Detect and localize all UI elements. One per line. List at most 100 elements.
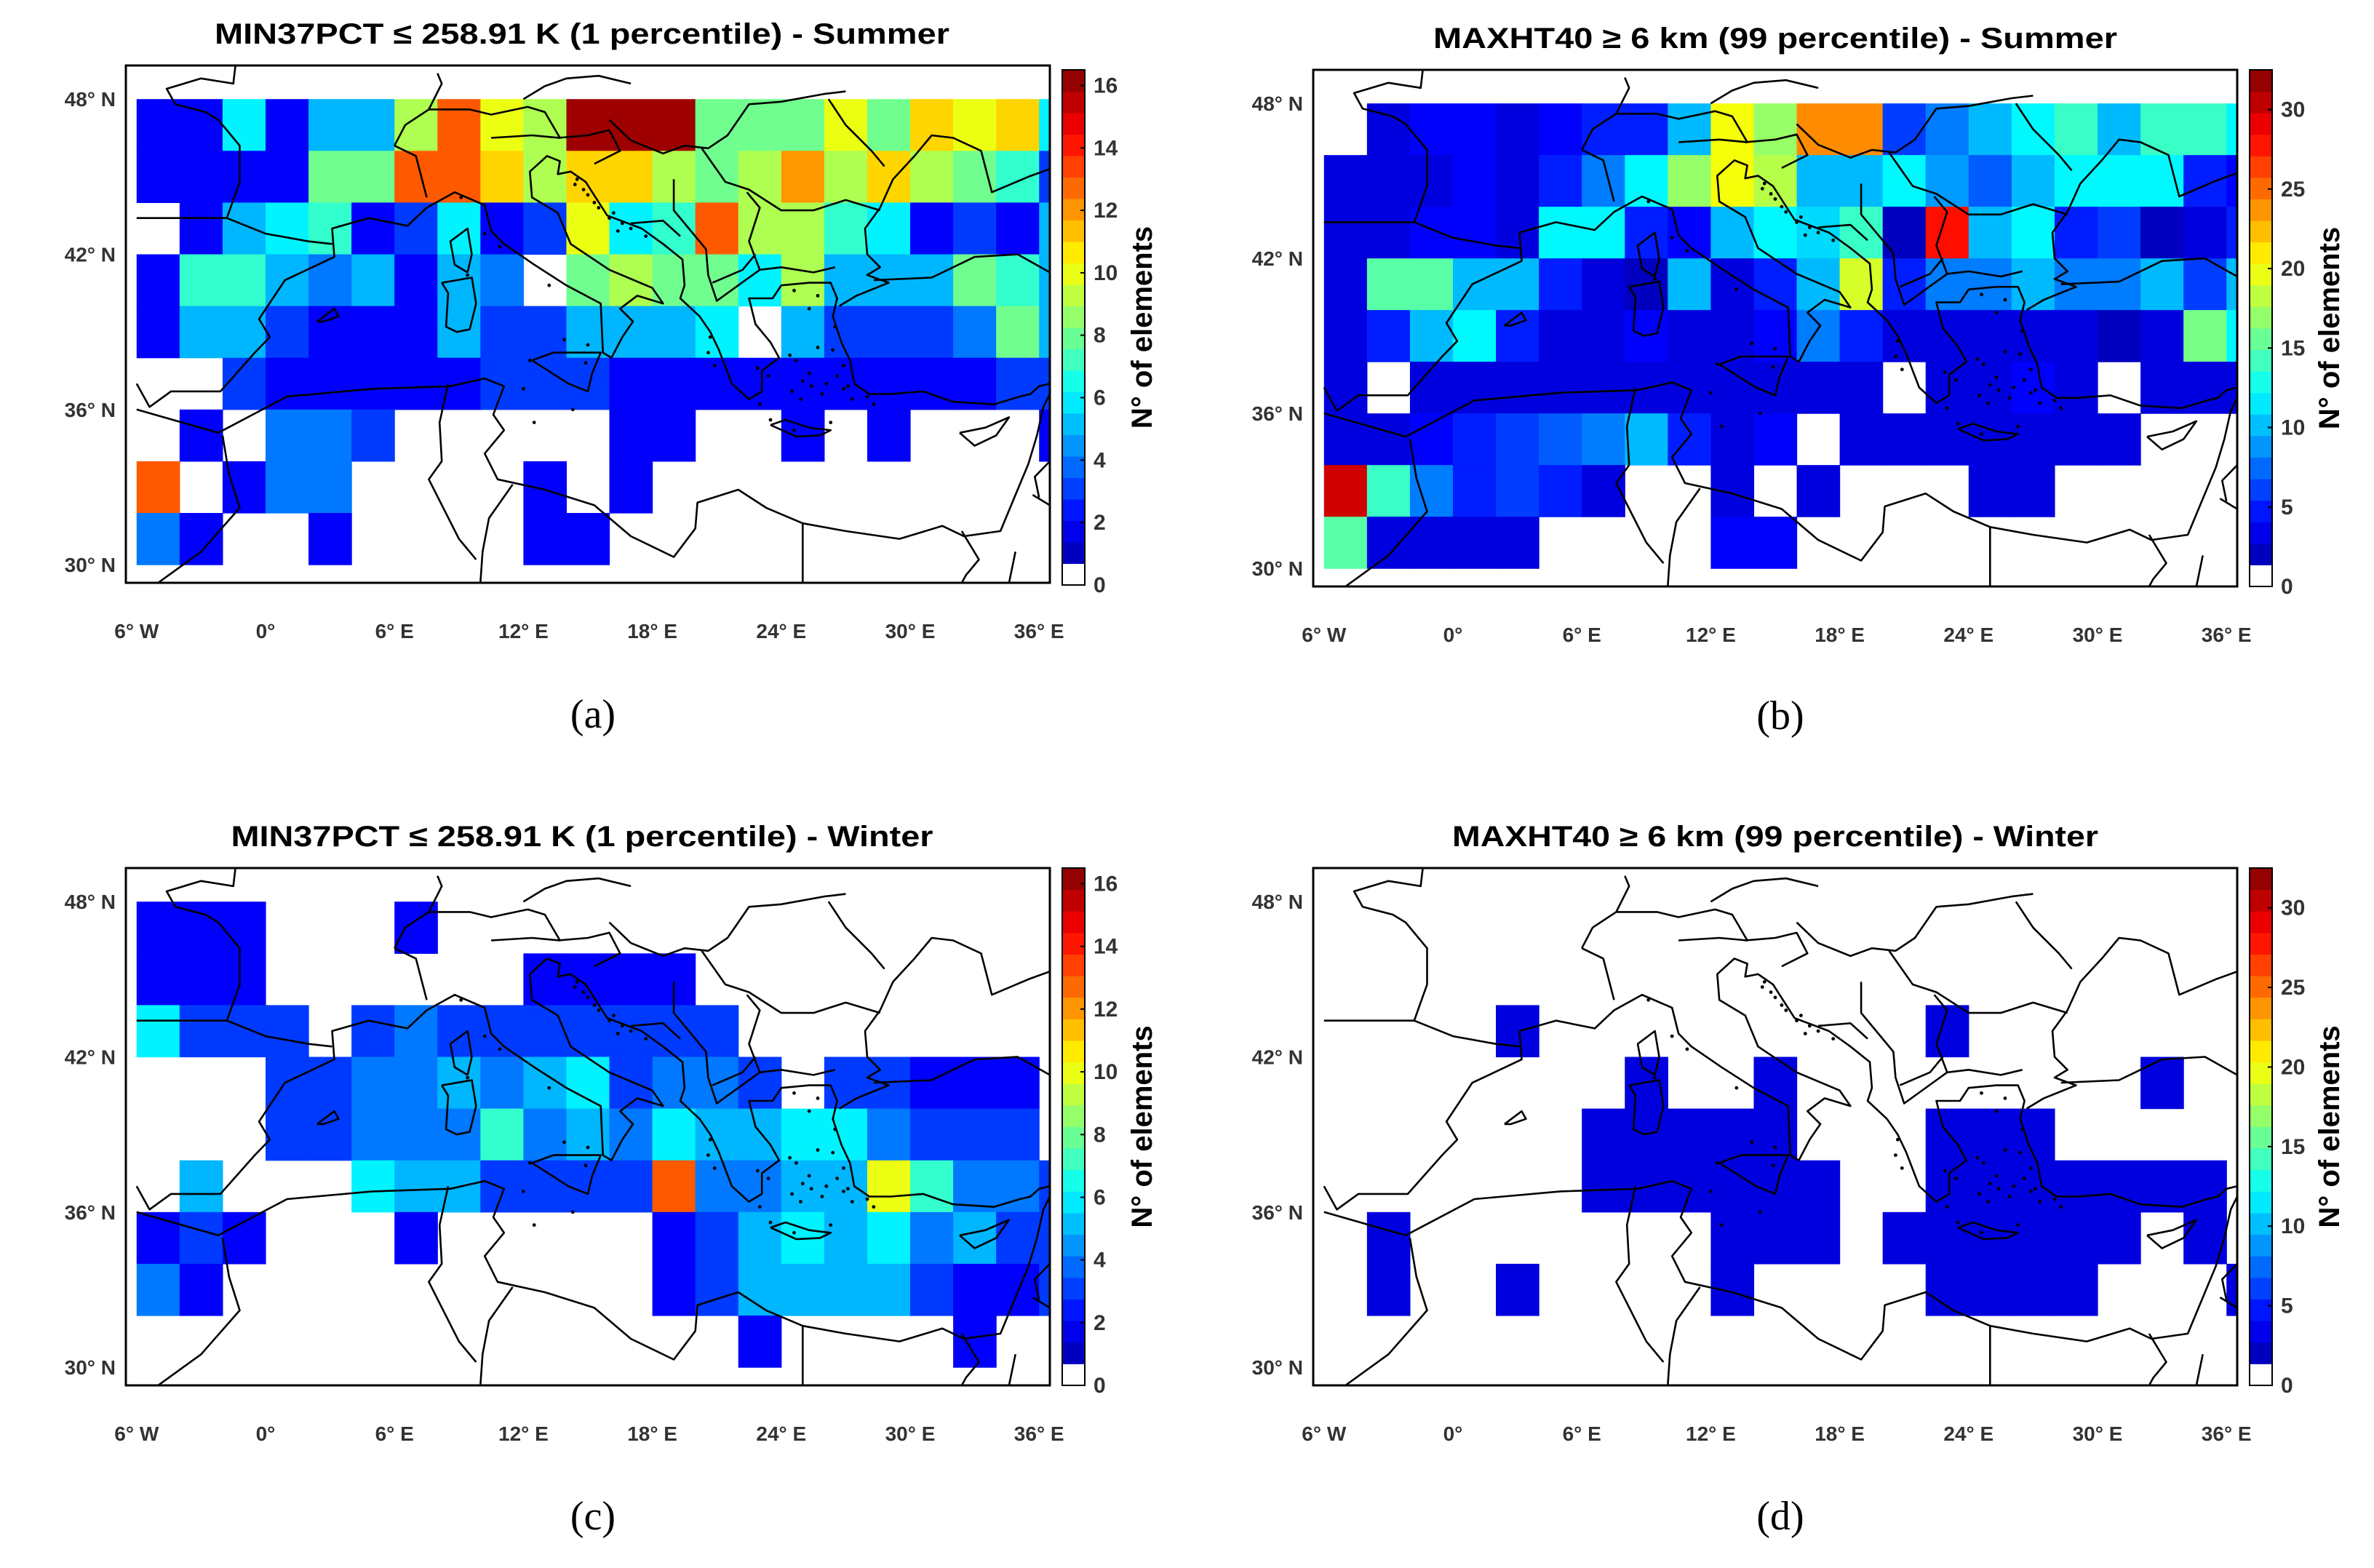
- x-tick-label: 6° E: [1563, 624, 1601, 646]
- heatmap-cell: [609, 151, 653, 204]
- coastline: [449, 227, 473, 274]
- y-tick-label: 36° N: [1252, 402, 1303, 425]
- heatmap-cell: [2355, 258, 2374, 311]
- coastline: [1615, 875, 1630, 912]
- heatmap-cell: [394, 357, 438, 410]
- island-dot: [522, 387, 525, 391]
- colorbar-segment: [2250, 263, 2272, 286]
- island-dot: [829, 1223, 833, 1227]
- island-dot: [1758, 1210, 1762, 1214]
- heatmap-cell: [222, 461, 266, 514]
- colorbar-segment: [1062, 1234, 1085, 1257]
- island-dot: [1943, 1169, 1947, 1173]
- coastline: [557, 931, 621, 968]
- colorbar-segment: [1062, 1062, 1085, 1084]
- map-frame: [124, 64, 1051, 584]
- colorbar-segment: [1062, 177, 1085, 199]
- coastline: [1323, 868, 1428, 1022]
- heatmap-cell: [867, 1160, 911, 1213]
- colorbar-segment: [2250, 997, 2272, 1019]
- coastline: [226, 1019, 332, 1048]
- island-dot: [1945, 406, 1949, 410]
- coastline: [1957, 1221, 2019, 1241]
- island-dot: [1988, 1182, 1992, 1186]
- island-dot: [1994, 1174, 1999, 1178]
- island-dot: [1709, 1190, 1713, 1193]
- island-dot: [1900, 367, 1904, 372]
- panel-title: MIN37PCT ≤ 258.91 K (1 percentile) - Win…: [231, 821, 933, 853]
- heatmap-cell: [1925, 1160, 1969, 1213]
- island-dot: [1795, 220, 1799, 224]
- heatmap-cell: [1968, 362, 2012, 414]
- island-dot: [1719, 424, 1724, 429]
- island-dot: [1799, 1014, 1803, 1017]
- island-dot: [1980, 1091, 1983, 1095]
- island-dot: [768, 418, 773, 422]
- heatmap-cell: [652, 306, 696, 359]
- island-dot: [2023, 378, 2026, 382]
- heatmap-cell: [265, 357, 309, 410]
- y-tick-label: 48° N: [65, 891, 116, 913]
- colorbar-segment: [1062, 1191, 1085, 1214]
- island-dot: [835, 374, 839, 378]
- island-dot: [816, 1148, 820, 1152]
- island-dot: [2059, 406, 2063, 410]
- heatmap-cell: [953, 1211, 997, 1265]
- heatmap-cell: [1125, 151, 1168, 203]
- colorbar-segment: [1062, 70, 1085, 92]
- coastline: [701, 950, 881, 1014]
- heatmap-cell: [2226, 103, 2237, 156]
- heatmap-cell: [394, 902, 438, 954]
- coastline: [2026, 138, 2237, 311]
- heatmap-cell: [308, 202, 352, 255]
- coastline: [2195, 1354, 2204, 1385]
- heatmap-cell: [1582, 103, 1625, 156]
- heatmap-cell: [1925, 1263, 1969, 1316]
- island-dot: [2012, 386, 2016, 389]
- island-dot: [2034, 388, 2037, 392]
- island-dot: [1980, 1230, 1983, 1235]
- x-tick-label: 24° E: [1943, 1422, 1993, 1445]
- heatmap-cell: [953, 1056, 997, 1110]
- colorbar-segment: [2250, 911, 2272, 934]
- colorbar-tick-label: 15: [2281, 336, 2305, 360]
- heatmap-cell: [1582, 258, 1625, 311]
- panel-title: MAXHT40 ≥ 6 km (99 percentile) - Winter: [1452, 821, 2098, 853]
- island-dot: [1769, 192, 1773, 196]
- island-dot: [498, 1047, 502, 1051]
- island-dot: [608, 216, 611, 220]
- colorbar: 0 5 10 15 20 25 30: [2249, 867, 2305, 1398]
- heatmap-cell: [1625, 207, 1668, 259]
- heatmap-cell: [1753, 1211, 1798, 1265]
- heatmap-cell: [265, 306, 309, 359]
- heatmap-cell: [1452, 103, 1497, 156]
- x-tick-label: 0°: [256, 620, 276, 642]
- coastline: [873, 1056, 1050, 1084]
- heatmap-cell: [1409, 258, 1454, 311]
- colorbar-tick-label: 10: [2281, 1214, 2305, 1238]
- coastline: [770, 1221, 832, 1241]
- heatmap-cell: [1039, 357, 1050, 410]
- heatmap-cell: [695, 306, 739, 359]
- colorbar-segment: [2250, 1342, 2272, 1364]
- island-dot: [1982, 1161, 1985, 1165]
- x-tick-label: 12° E: [498, 620, 549, 642]
- island-dot: [2029, 391, 2033, 395]
- heatmap-cell: [1366, 413, 1411, 466]
- colorbar-segment: [2250, 1321, 2272, 1343]
- heatmap-cell: [2011, 258, 2055, 311]
- colorbar-tick-label: 2: [1094, 1311, 1106, 1335]
- island-dot: [562, 338, 566, 342]
- island-dot: [807, 1174, 811, 1178]
- heatmap-cell: [1753, 362, 1798, 414]
- island-dot: [586, 343, 590, 347]
- map-frame: [1312, 867, 2239, 1387]
- island-dot: [2007, 1195, 2012, 1198]
- island-dot: [706, 351, 710, 354]
- heatmap-cell: [136, 902, 180, 954]
- island-dot: [1996, 388, 2001, 392]
- colorbar-tick-label: 25: [2281, 976, 2305, 1000]
- coastline: [394, 106, 561, 146]
- heatmap-cell: [2140, 155, 2184, 207]
- coastline: [441, 1079, 477, 1136]
